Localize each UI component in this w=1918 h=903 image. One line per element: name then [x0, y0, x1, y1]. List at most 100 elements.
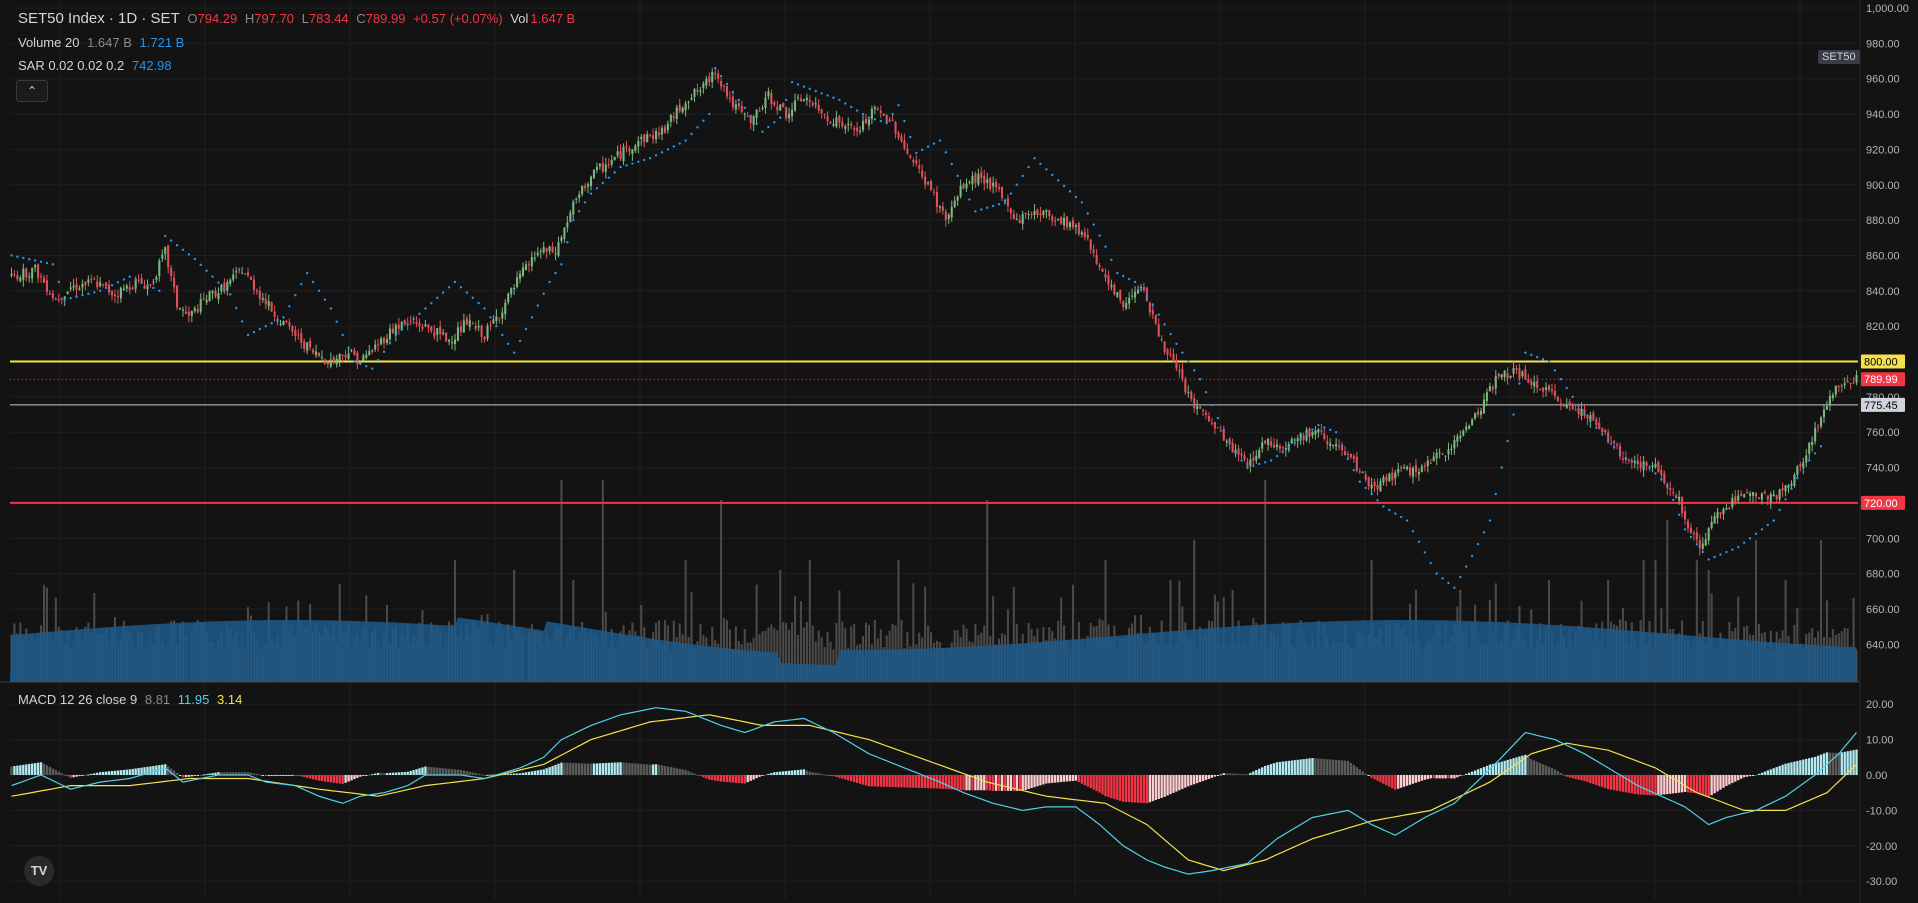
macd-histogram-bar: [406, 771, 409, 775]
macd-histogram-bar: [509, 773, 513, 775]
candle-body: [1382, 477, 1385, 483]
macd-histogram-bar: [1074, 775, 1078, 781]
candle-body: [524, 264, 527, 271]
sar-dot: [1305, 432, 1308, 436]
candle-body: [681, 107, 684, 113]
tradingview-logo-icon[interactable]: TV: [24, 856, 54, 886]
macd-histogram-bar: [184, 775, 188, 778]
candle-body: [1530, 380, 1533, 385]
sar-dot: [1240, 459, 1243, 462]
macd-histogram-bar: [81, 775, 84, 776]
macd-histogram-bar: [737, 775, 741, 784]
volume-legend[interactable]: Volume 20 1.647 B 1.721 B: [18, 35, 185, 50]
sar-dot: [1808, 459, 1811, 462]
candle-body: [702, 83, 705, 89]
macd-histogram-bar: [1059, 775, 1063, 783]
macd-histogram-bar: [932, 775, 936, 789]
macd-histogram-bar: [1198, 775, 1202, 783]
sar-dot: [903, 119, 906, 123]
macd-histogram-bar: [353, 775, 356, 780]
macd-histogram-bar: [223, 772, 226, 775]
candle-body: [1692, 533, 1695, 535]
sar-dot: [1459, 575, 1462, 579]
macd-legend[interactable]: MACD 12 26 close 9 8.81 11.95 3.14: [18, 692, 243, 707]
candle-body: [1122, 301, 1125, 307]
sar-dot: [33, 259, 37, 262]
candle-body: [1429, 462, 1432, 464]
macd-histogram-bar: [640, 763, 643, 775]
macd-histogram-bar: [350, 775, 353, 781]
macd-histogram-bar: [107, 771, 111, 775]
macd-histogram-bar: [805, 770, 809, 775]
collapse-legend-button[interactable]: ⌃: [16, 80, 48, 102]
macd-histogram-bar: [1618, 775, 1622, 792]
sar-dot: [1453, 586, 1456, 589]
candle-body: [1175, 359, 1178, 369]
candle-body: [876, 108, 879, 111]
sar-dot: [69, 296, 72, 300]
macd-histogram-bar: [1337, 760, 1341, 775]
sar-dot: [1541, 358, 1545, 361]
sar-dot: [1329, 428, 1332, 432]
macd-histogram-bar: [1538, 762, 1542, 775]
macd-histogram-bar: [134, 768, 137, 775]
candle-body: [341, 354, 344, 356]
macd-histogram-bar: [1113, 775, 1116, 799]
candle-body: [1547, 385, 1551, 391]
candle-body: [1518, 368, 1521, 379]
candle-body: [1539, 389, 1542, 391]
candle-body: [81, 283, 84, 288]
symbol-title[interactable]: SET50 Index · 1D · SET: [18, 10, 180, 27]
macd-histogram-bar: [918, 775, 921, 788]
macd-histogram-bar: [1837, 752, 1840, 775]
candle-body: [350, 349, 353, 351]
candle-body: [1021, 213, 1024, 224]
macd-histogram-bar: [944, 775, 948, 790]
macd-histogram-bar: [16, 765, 19, 775]
candle-body: [566, 222, 569, 228]
macd-histogram-bar: [1222, 773, 1225, 775]
price-tick-label: 880.00: [1866, 215, 1900, 227]
price-marker-label: 800.00: [1864, 357, 1898, 369]
macd-histogram-bar: [1228, 773, 1231, 775]
macd-histogram-bar: [149, 766, 152, 775]
macd-histogram-bar: [1190, 775, 1193, 786]
candle-body: [995, 181, 998, 188]
candle-body: [1089, 239, 1092, 250]
candle-body: [338, 353, 341, 361]
candle-body: [1500, 374, 1503, 378]
sar-dot: [1039, 162, 1042, 165]
price-tick-label: 960.00: [1866, 74, 1900, 86]
macd-histogram-bar: [226, 772, 229, 775]
sar-dot: [909, 135, 912, 139]
macd-histogram-bar: [1654, 775, 1657, 796]
sar-dot: [1104, 245, 1107, 248]
candle-body: [1707, 528, 1710, 541]
macd-histogram-bar: [832, 775, 835, 777]
candle-body: [1184, 379, 1187, 393]
sar-legend[interactable]: SAR 0.02 0.02 0.2 742.98: [18, 58, 172, 73]
candle-body: [823, 114, 826, 116]
candle-body: [72, 285, 75, 288]
macd-histogram-bar: [888, 775, 891, 787]
macd-histogram-bar: [1574, 775, 1577, 779]
candle-body: [1524, 369, 1527, 380]
candle-body: [844, 126, 847, 129]
candle-body: [672, 116, 675, 119]
candle-body: [1675, 495, 1678, 499]
candle-body: [1769, 494, 1772, 503]
macd-histogram-bar: [1225, 773, 1228, 775]
candle-body: [1479, 410, 1483, 415]
sar-dot: [826, 94, 829, 97]
macd-histogram-bar: [515, 773, 519, 775]
macd-histogram-bar: [391, 772, 395, 775]
candle-body: [1074, 225, 1077, 228]
macd-histogram-bar: [400, 772, 403, 775]
macd-histogram-bar: [1355, 767, 1359, 775]
sar-dot: [1263, 461, 1267, 464]
candle-body: [380, 338, 383, 345]
volume-ma-area: [10, 617, 1857, 682]
macd-histogram-bar: [1444, 775, 1447, 779]
sar-dot: [45, 261, 49, 265]
